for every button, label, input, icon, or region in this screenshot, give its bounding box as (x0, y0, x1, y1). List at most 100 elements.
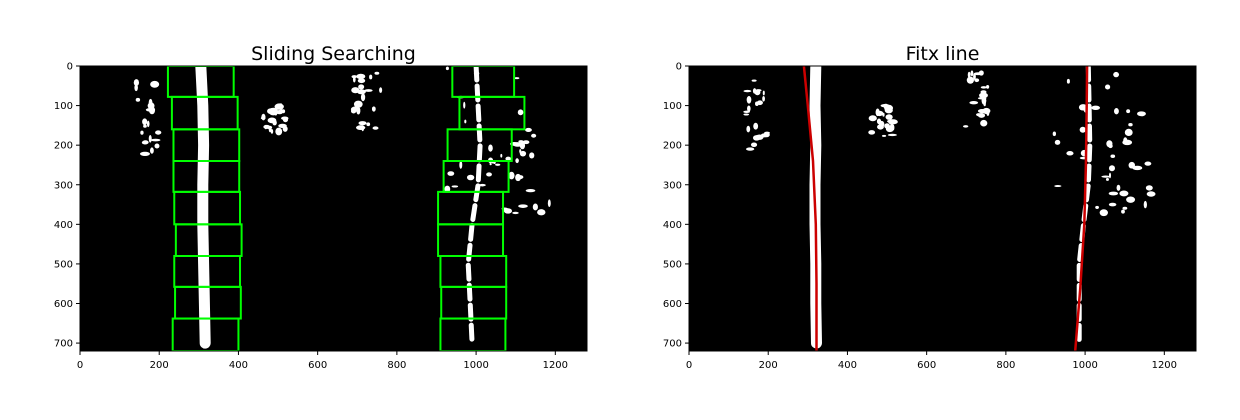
noise-speck (155, 130, 162, 135)
noise-speck (447, 171, 455, 176)
noise-speck (146, 120, 150, 128)
noise-speck (1113, 71, 1120, 78)
noise-speck (963, 125, 969, 128)
noise-speck (274, 108, 278, 116)
noise-speck (1144, 161, 1152, 166)
noise-speck (372, 126, 379, 130)
noise-speck (1091, 105, 1101, 110)
noise-speck (444, 185, 451, 193)
noise-speck (515, 158, 519, 164)
noise-speck (967, 71, 971, 79)
noise-speck (1066, 78, 1070, 84)
image-background (80, 66, 587, 351)
noise-speck (1078, 104, 1088, 111)
x-tick-label: 1200 (1152, 360, 1177, 371)
right-fit-line (1073, 66, 1089, 351)
noise-speck (148, 134, 152, 143)
noise-speck (515, 173, 521, 182)
noise-speck (466, 174, 475, 181)
noise-speck (1066, 151, 1074, 156)
noise-speck (154, 143, 160, 149)
noise-speck (750, 142, 758, 148)
noise-speck (489, 162, 492, 166)
noise-speck (525, 189, 536, 193)
noise-speck (464, 119, 467, 124)
noise-speck (1128, 161, 1136, 169)
x-tick-label: 600 (308, 360, 327, 371)
x-tick-label: 800 (387, 360, 406, 371)
noise-speck (882, 112, 885, 117)
noise-speck (746, 96, 752, 104)
noise-speck (351, 87, 360, 94)
noise-speck (369, 74, 373, 80)
noise-speck (133, 79, 140, 87)
noise-speck (979, 92, 988, 99)
noise-speck (1108, 191, 1119, 196)
x-tick-label: 0 (686, 360, 692, 371)
noise-speck (743, 113, 750, 116)
noise-speck (980, 119, 988, 127)
y-tick-label: 700 (663, 339, 682, 350)
noise-speck (278, 123, 287, 128)
noise-speck (512, 211, 519, 215)
y-tick-label: 500 (663, 259, 682, 270)
noise-speck (142, 118, 148, 126)
noise-speck (459, 160, 463, 169)
noise-speck (518, 140, 524, 143)
y-tick-label: 600 (663, 299, 682, 310)
y-tick-label: 300 (54, 180, 73, 191)
noise-speck (969, 101, 979, 105)
y-tick-label: 400 (54, 220, 73, 231)
noise-speck (150, 80, 160, 88)
noise-speck (519, 150, 527, 157)
binary-image (133, 66, 551, 351)
noise-speck (753, 122, 759, 130)
x-tick-label: 0 (77, 360, 83, 371)
noise-speck (974, 78, 980, 83)
noise-speck (1121, 209, 1125, 214)
noise-speck (263, 124, 271, 129)
noise-speck (356, 73, 366, 80)
noise-speck (887, 133, 897, 137)
noise-speck (142, 140, 149, 145)
noise-speck (1145, 185, 1153, 191)
y-tick-label: 700 (54, 339, 73, 350)
noise-speck (352, 76, 356, 83)
noise-speck (486, 172, 492, 177)
noise-speck (357, 78, 366, 84)
noise-speck (366, 122, 371, 127)
noise-speck (282, 117, 289, 123)
noise-speck (764, 131, 771, 135)
noise-speck (360, 93, 366, 102)
x-tick-label: 1000 (463, 360, 488, 371)
noise-speck (1108, 172, 1112, 179)
noise-speck (980, 90, 987, 94)
chart-title: Sliding Searching (251, 43, 416, 65)
noise-speck (978, 70, 984, 76)
noise-speck (150, 147, 154, 154)
noise-speck (743, 110, 751, 113)
noise-speck (877, 124, 884, 130)
y-tick-label: 500 (54, 259, 73, 270)
noise-speck (517, 109, 524, 116)
y-tick-label: 400 (663, 220, 682, 231)
noise-speck (881, 134, 887, 137)
noise-speck (508, 171, 515, 180)
noise-speck (512, 142, 523, 147)
noise-speck (1132, 165, 1143, 171)
axes-frame (688, 65, 1197, 352)
noise-speck (1079, 126, 1086, 133)
noise-speck (966, 76, 974, 84)
noise-speck (1052, 131, 1057, 137)
noise-speck (1105, 178, 1109, 181)
noise-speck (529, 152, 535, 159)
noise-speck (353, 100, 363, 108)
y-tick-label: 200 (663, 141, 682, 152)
noise-speck (505, 156, 512, 161)
left-fit-line (802, 66, 818, 351)
noise-speck (364, 89, 373, 92)
noise-speck (1122, 139, 1133, 146)
noise-speck (977, 113, 986, 118)
noise-speck (868, 130, 876, 135)
